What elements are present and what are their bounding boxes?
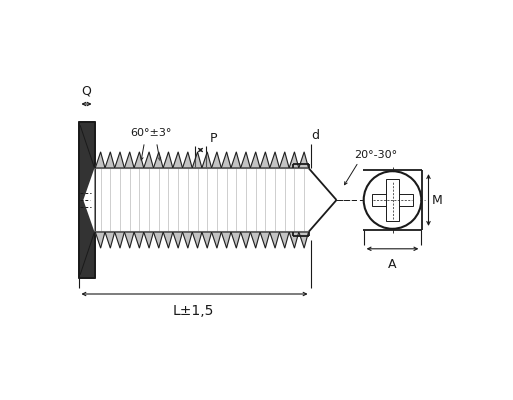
Polygon shape	[372, 194, 413, 206]
Polygon shape	[83, 168, 94, 232]
Polygon shape	[221, 232, 231, 248]
Polygon shape	[289, 152, 299, 168]
Polygon shape	[231, 232, 241, 248]
Polygon shape	[192, 152, 202, 168]
Text: 20°-30°: 20°-30°	[354, 150, 398, 160]
Polygon shape	[95, 232, 105, 248]
Polygon shape	[105, 152, 115, 168]
Polygon shape	[289, 232, 299, 248]
Polygon shape	[386, 179, 399, 221]
Polygon shape	[280, 232, 289, 248]
Polygon shape	[144, 152, 153, 168]
Polygon shape	[299, 152, 308, 168]
Polygon shape	[163, 232, 173, 248]
Polygon shape	[270, 152, 280, 168]
Polygon shape	[173, 152, 183, 168]
Text: A: A	[388, 258, 397, 270]
Polygon shape	[163, 152, 173, 168]
Text: 60°±3°: 60°±3°	[130, 128, 171, 138]
Polygon shape	[299, 232, 308, 248]
Circle shape	[365, 172, 421, 228]
Polygon shape	[134, 152, 144, 168]
Polygon shape	[95, 152, 105, 168]
Polygon shape	[115, 232, 124, 248]
Text: d: d	[311, 129, 319, 142]
Polygon shape	[192, 232, 202, 248]
Polygon shape	[124, 232, 134, 248]
Text: M: M	[432, 194, 442, 206]
Text: P: P	[210, 132, 218, 145]
Polygon shape	[173, 232, 183, 248]
Polygon shape	[260, 232, 270, 248]
Polygon shape	[241, 232, 250, 248]
Polygon shape	[153, 152, 163, 168]
Polygon shape	[124, 152, 134, 168]
Polygon shape	[105, 232, 115, 248]
Polygon shape	[78, 122, 94, 278]
Polygon shape	[202, 152, 211, 168]
Polygon shape	[115, 152, 124, 168]
Polygon shape	[250, 152, 260, 168]
Polygon shape	[280, 152, 289, 168]
Polygon shape	[211, 232, 221, 248]
Polygon shape	[183, 152, 192, 168]
Polygon shape	[270, 232, 280, 248]
Polygon shape	[211, 152, 221, 168]
Polygon shape	[153, 232, 163, 248]
Polygon shape	[231, 152, 241, 168]
Polygon shape	[260, 152, 270, 168]
Text: L±1,5: L±1,5	[173, 304, 214, 318]
Polygon shape	[144, 232, 153, 248]
Polygon shape	[183, 232, 192, 248]
Polygon shape	[202, 232, 211, 248]
Polygon shape	[134, 232, 144, 248]
Text: Q: Q	[82, 85, 91, 98]
Polygon shape	[250, 232, 260, 248]
Polygon shape	[221, 152, 231, 168]
Polygon shape	[241, 152, 250, 168]
Polygon shape	[94, 168, 337, 232]
